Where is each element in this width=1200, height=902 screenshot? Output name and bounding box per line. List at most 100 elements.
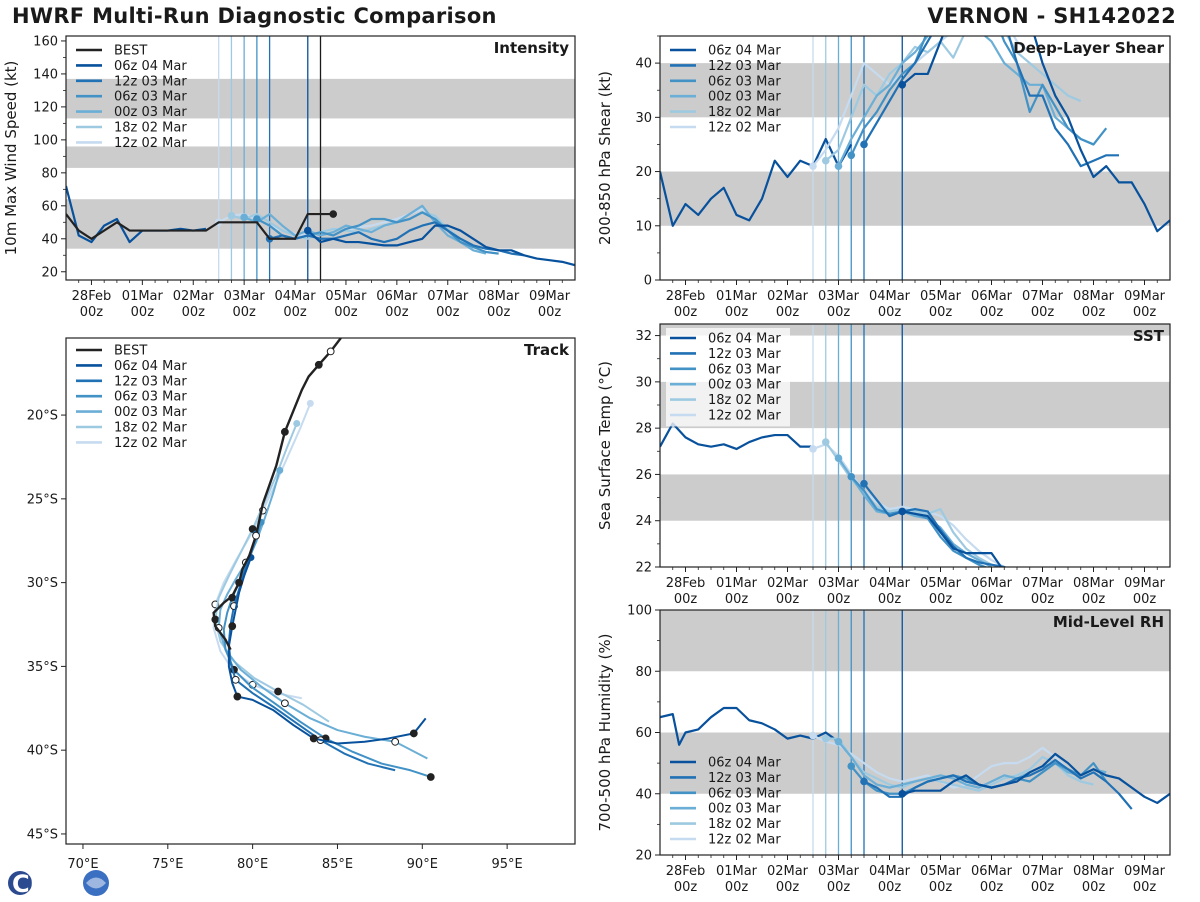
track-xtick-label: 75°E — [152, 857, 183, 872]
shear-series-early-runs — [660, 137, 853, 227]
shear-xtick-hour: 00z — [878, 305, 902, 320]
sst-xtick-date: 07Mar — [1022, 576, 1064, 591]
rh-xtick-date: 02Mar — [767, 864, 809, 879]
track-series-3 — [217, 470, 428, 760]
logo-swirl-arc — [86, 877, 106, 889]
rh-band-1 — [660, 610, 1170, 672]
track-ytick-label: 20°S — [27, 409, 58, 424]
intensity-panel: 2040608010012014016028Feb00z01Mar00z02Ma… — [2, 34, 576, 320]
shear-init-point-0 — [898, 81, 907, 89]
track-best-marker — [252, 531, 260, 540]
intensity-xtick-date: 07Mar — [427, 289, 469, 304]
shear-xtick-hour: 00z — [776, 305, 800, 320]
legend-label: 12z 02 Mar — [708, 409, 781, 424]
track-title: Track — [524, 341, 570, 359]
shear-ylabel: 200-850 hPa Shear (kt) — [596, 71, 614, 245]
shear-init-point-2 — [847, 151, 856, 160]
shear-series-06z-03-Mar — [850, 36, 1108, 156]
intensity-xtick-hour: 00z — [436, 305, 460, 320]
rh-xtick-hour: 00z — [929, 880, 953, 895]
legend-label: 18z 02 Mar — [708, 393, 781, 408]
shear-band-1 — [660, 63, 1170, 118]
intensity-series-early-runs — [66, 185, 207, 244]
legend-label: 12z 02 Mar — [708, 121, 781, 136]
shear-ytick-label: 0 — [644, 274, 652, 289]
sst-xtick-date: 08Mar — [1073, 576, 1115, 591]
sst-xtick-date: 02Mar — [767, 576, 809, 591]
track-marker — [274, 687, 282, 696]
sst-xtick-date: 09Mar — [1124, 576, 1166, 591]
shear-ytick-label: 30 — [635, 111, 652, 126]
intensity-series-00z-03-Mar — [243, 204, 487, 255]
legend-label: 12z 03 Mar — [708, 59, 781, 74]
shear-lines — [660, 36, 1170, 233]
shear-xtick-date: 02Mar — [767, 289, 809, 304]
sst-xtick-hour: 00z — [776, 592, 800, 607]
shear-series-18z-02-Mar — [825, 36, 1082, 162]
legend-label: 00z 03 Mar — [114, 105, 187, 120]
track-best-marker — [235, 578, 243, 587]
sst-init-point-2 — [847, 472, 856, 481]
rh-series-06z-04-Mar — [901, 752, 1170, 805]
intensity-best-end-point — [329, 210, 338, 218]
legend-label: 00z 03 Mar — [114, 405, 187, 420]
intensity-xtick-hour: 00z — [538, 305, 562, 320]
rh-series-00z-03-Mar — [837, 740, 1107, 789]
rh-panel: 2040608010028Feb00z01Mar00z02Mar00z03Mar… — [596, 604, 1171, 895]
shear-init-point-4 — [821, 156, 830, 165]
track-ytick-label: 25°S — [27, 492, 58, 507]
legend-label: 06z 04 Mar — [114, 59, 187, 74]
legend-label: 12z 03 Mar — [114, 74, 187, 89]
legend-label: 12z 02 Mar — [114, 436, 187, 451]
rh-title: Mid-Level RH — [1053, 613, 1164, 631]
rh-ytick-label: 20 — [635, 849, 652, 864]
shear-series-12z-02-Mar — [812, 36, 1031, 167]
sst-series-12z-03-Mar — [863, 483, 1008, 567]
intensity-xtick-hour: 00z — [283, 305, 307, 320]
rh-xtick-hour: 00z — [674, 880, 698, 895]
intensity-xtick-hour: 00z — [487, 305, 511, 320]
sst-xtick-hour: 00z — [1082, 592, 1106, 607]
legend-label: 06z 03 Mar — [708, 74, 781, 89]
rh-ytick-label: 40 — [635, 787, 652, 802]
track-init-point-5 — [306, 399, 314, 407]
shear-xtick-date: 04Mar — [869, 289, 911, 304]
track-marker — [409, 729, 418, 738]
track-lines — [211, 338, 435, 781]
track-panel: 70°E 75°E 80°E 85°E 90°E 95°E 20°S 25°S 30°S 35°S… — [27, 337, 576, 872]
rh-xtick-date: 04Mar — [869, 864, 911, 879]
intensity-xtick-hour: 00z — [182, 305, 206, 320]
shear-xtick-date: 07Mar — [1022, 289, 1064, 304]
sst-ytick-label: 28 — [635, 422, 652, 437]
intensity-xtick-date: 05Mar — [325, 289, 367, 304]
sst-series-12z-02-Mar — [812, 443, 1005, 567]
intensity-init-point-0 — [303, 226, 312, 235]
intensity-xtick-date: 08Mar — [478, 289, 520, 304]
track-xtick-label: 85°E — [322, 857, 353, 872]
sst-series-06z-03-Mar — [850, 475, 989, 567]
rh-xtick-hour: 00z — [776, 880, 800, 895]
legend-label: 18z 02 Mar — [708, 105, 781, 120]
legend-label: 06z 03 Mar — [708, 362, 781, 377]
intensity-series-06z-04-Mar — [307, 224, 575, 267]
legend-label: BEST — [114, 344, 147, 359]
intensity-xtick-date: 03Mar — [224, 289, 266, 304]
legend-label: 12z 02 Mar — [708, 833, 781, 848]
intensity-series-18z-02-Mar — [231, 211, 474, 250]
rh-ytick-label: 60 — [635, 726, 652, 741]
intensity-init-point-3 — [240, 213, 248, 222]
track-xtick-label: 80°E — [237, 857, 268, 872]
sst-ylabel: Sea Surface Temp (°C) — [596, 361, 614, 530]
sst-series-06z-04-Mar — [902, 510, 1003, 567]
track-best-marker — [314, 360, 323, 369]
legend-label: 06z 03 Mar — [114, 90, 187, 105]
intensity-ytick-label: 100 — [33, 133, 58, 148]
legend-label: 00z 03 Mar — [708, 802, 781, 817]
track-series-1 — [227, 533, 396, 772]
shear-ytick-label: 20 — [635, 165, 652, 180]
rh-xtick-date: 06Mar — [971, 864, 1013, 879]
storm-id: VERNON - SH142022 — [927, 4, 1176, 28]
intensity-xtick-hour: 00z — [385, 305, 409, 320]
